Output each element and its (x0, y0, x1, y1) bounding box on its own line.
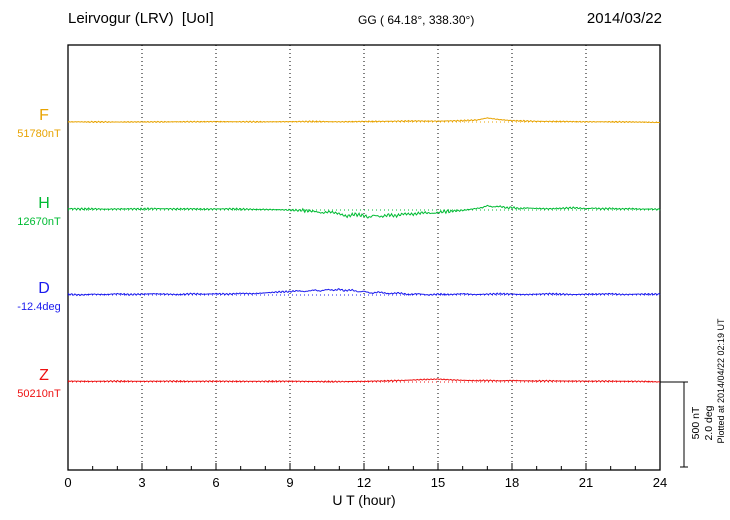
geo-coordinates: GG ( 64.18°, 338.30°) (358, 13, 475, 27)
series-label-F: F (39, 107, 49, 124)
series-value-Z: 50210nT (17, 388, 61, 400)
series-label-Z: Z (39, 367, 49, 384)
station-title: Leirvogur (LRV) [UoI] (68, 10, 214, 27)
series-value-F: 51780nT (17, 128, 61, 140)
plotted-timestamp: Plotted at 2014/04/22 02:19 UT (716, 318, 726, 444)
x-tick-label: 6 (212, 475, 219, 490)
trace-D (67, 288, 661, 297)
trace-Z (67, 378, 661, 383)
trace-H (67, 204, 661, 219)
x-tick-label: 12 (357, 475, 371, 490)
trace-F (67, 117, 661, 124)
x-tick-label: 3 (138, 475, 145, 490)
x-tick-label: 0 (64, 475, 71, 490)
scale-nt-label: 500 nT (690, 406, 702, 440)
x-tick-label: 9 (286, 475, 293, 490)
plot-date: 2014/03/22 (586, 10, 662, 27)
x-tick-label: 15 (431, 475, 445, 490)
x-tick-label: 18 (505, 475, 519, 490)
plot-border (67, 44, 661, 471)
scale-bar-label: 500 nT 2.0 deg (690, 378, 716, 468)
series-value-D: -12.4deg (17, 301, 61, 313)
series-value-H: 12670nT (17, 216, 61, 228)
x-tick-label: 21 (579, 475, 593, 490)
x-tick-label: 24 (653, 475, 667, 490)
series-label-H: H (38, 195, 50, 212)
x-axis-title: U T (hour) (332, 492, 396, 508)
series-label-D: D (38, 280, 50, 297)
